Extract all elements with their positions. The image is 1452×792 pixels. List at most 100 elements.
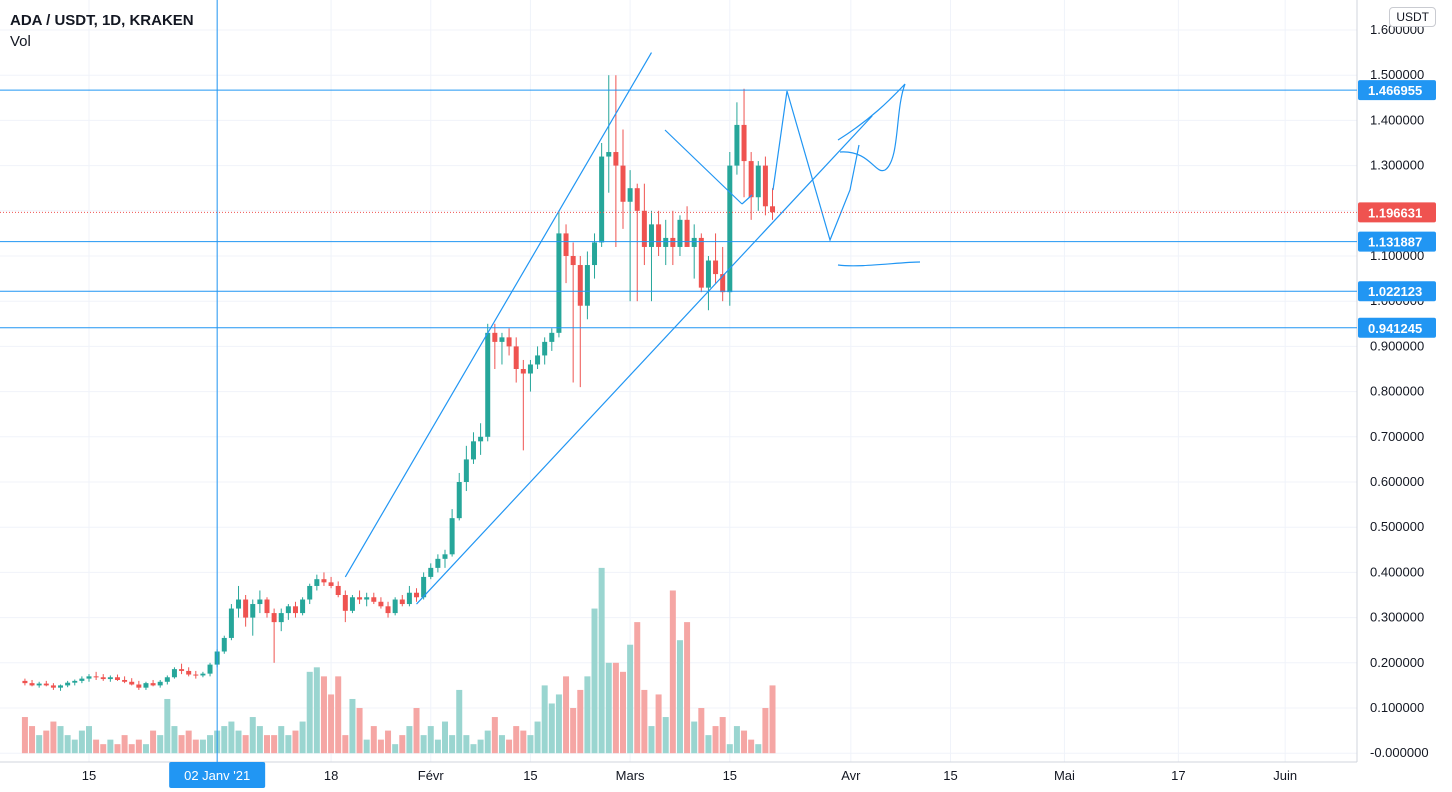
volume-bar — [662, 717, 669, 754]
candle-body — [670, 237, 676, 247]
currency-button[interactable]: USDT — [1389, 7, 1436, 27]
volume-bar — [555, 694, 562, 754]
candle-body — [29, 683, 35, 686]
volume-bar — [335, 676, 342, 754]
candle-body — [698, 237, 704, 288]
x-tick-label: 18 — [324, 768, 338, 783]
volume-bar — [769, 685, 776, 754]
candle-body — [456, 482, 462, 519]
candle-body — [770, 206, 776, 213]
volume-bar — [320, 676, 327, 754]
x-tick-label: 15 — [723, 768, 737, 783]
candle-body — [72, 680, 78, 683]
last-price-label: 1.196631 — [1368, 205, 1422, 220]
candle-body — [755, 165, 761, 198]
y-tick-label: 0.100000 — [1370, 700, 1424, 715]
candle-body — [592, 242, 598, 266]
volume-bar — [306, 671, 313, 754]
volume-bar — [691, 721, 698, 754]
volume-bar — [712, 726, 719, 754]
volume-bar — [669, 590, 676, 754]
candle-body — [577, 265, 583, 306]
candle-body — [527, 364, 533, 374]
volume-bar — [50, 721, 57, 754]
candle-body — [663, 237, 669, 247]
volume-bar — [121, 735, 128, 754]
chart-legend: ADA / USDT, 1D, KRAKEN Vol — [10, 10, 194, 52]
freehand-drawing — [837, 261, 921, 267]
candle-body — [321, 579, 327, 583]
volume-bar — [648, 726, 655, 754]
candle-body — [221, 637, 227, 652]
candle-body — [243, 599, 249, 618]
candle-body — [264, 599, 270, 614]
x-tick-label: Mars — [616, 768, 645, 783]
x-tick-label: Févr — [418, 768, 445, 783]
candle-body — [179, 669, 185, 671]
volume-bar — [342, 735, 349, 754]
level-price-label: 1.131887 — [1368, 235, 1422, 250]
y-tick-label: 1.500000 — [1370, 67, 1424, 82]
level-price-label: 1.022123 — [1368, 284, 1422, 299]
volume-bar — [264, 735, 270, 754]
candle-body — [285, 606, 291, 614]
volume-bar — [741, 730, 748, 754]
volume-bar — [29, 726, 36, 754]
x-tick-label: 15 — [943, 768, 957, 783]
candle-body — [207, 664, 213, 674]
candle-body — [599, 156, 605, 243]
volume-bar — [363, 739, 370, 754]
volume-bar — [748, 739, 755, 754]
volume-bar — [107, 739, 114, 754]
volume-bar — [278, 726, 285, 754]
volume-bar — [93, 739, 100, 754]
freehand-drawing — [741, 194, 753, 205]
candle-body — [107, 677, 113, 680]
volume-bar — [185, 730, 192, 754]
candle-body — [613, 152, 619, 166]
level-price-badge — [1358, 317, 1436, 338]
candle-body — [634, 188, 640, 211]
candle-body — [50, 685, 56, 688]
candle-body — [499, 337, 505, 342]
volume-bar — [178, 735, 185, 754]
freehand-drawing — [664, 129, 743, 205]
volume-bar — [591, 608, 598, 754]
candle-body — [485, 332, 491, 437]
volume-bar — [292, 730, 299, 754]
candle-body — [228, 608, 234, 638]
candle-body — [656, 224, 662, 247]
candle-body — [720, 274, 726, 293]
candle-body — [278, 613, 284, 623]
candle-body — [143, 683, 149, 688]
trendline — [416, 115, 873, 605]
x-tick-label: 02 Janv '21 — [184, 768, 250, 783]
volume-bar — [199, 739, 206, 754]
candle-body — [171, 669, 177, 678]
last-price-badge — [1358, 202, 1436, 223]
volume-bar — [328, 694, 335, 754]
volume-bar — [684, 622, 691, 754]
candle-body — [335, 585, 341, 595]
candle-body — [549, 332, 555, 342]
candle-body — [442, 554, 448, 559]
x-tick-label: Juin — [1273, 768, 1297, 783]
volume-bar — [86, 726, 92, 754]
volume-bar — [498, 735, 505, 754]
candle-body — [677, 219, 683, 247]
volume-bar — [150, 730, 157, 754]
candle-body — [542, 341, 548, 356]
volume-bar — [385, 730, 392, 754]
candle-body — [79, 678, 85, 681]
volume-bar — [598, 567, 605, 754]
volume-bar — [356, 708, 363, 754]
candle-body — [257, 599, 263, 605]
volume-bar — [491, 717, 498, 754]
candle-body — [470, 441, 476, 460]
volume-bar — [449, 735, 456, 754]
volume-bar — [21, 717, 28, 754]
candle-body — [734, 124, 740, 166]
level-price-label: 0.941245 — [1368, 321, 1422, 336]
x-tick-label: 15 — [82, 768, 96, 783]
